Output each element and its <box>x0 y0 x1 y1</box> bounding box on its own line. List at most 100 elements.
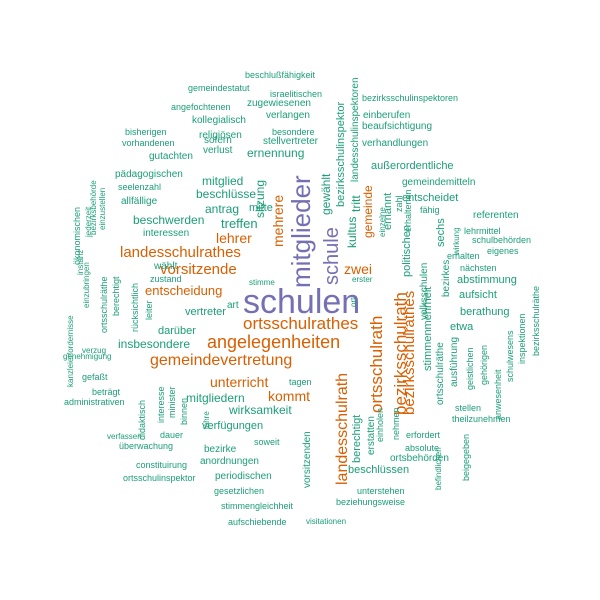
cloud-word: bezirke <box>204 444 237 455</box>
cloud-word: einzelne <box>378 207 387 237</box>
cloud-word: beschlußfähigkeit <box>245 70 316 80</box>
cloud-word: politischen <box>401 225 413 277</box>
cloud-word: tagen <box>289 377 312 387</box>
cloud-word: mitgliedern <box>186 391 245 405</box>
cloud-word: landesschulinspektoren <box>350 77 361 182</box>
cloud-word: stellvertreter <box>263 136 319 147</box>
cloud-word: anordnungen <box>200 456 259 467</box>
cloud-word: mitte <box>249 202 273 214</box>
cloud-word: visitationen <box>306 517 347 526</box>
cloud-word: ortsschulinspektor <box>123 473 196 483</box>
cloud-word: gemeindevertretung <box>150 352 293 369</box>
cloud-word: dauer <box>160 430 184 440</box>
cloud-word: einberufen <box>363 110 411 121</box>
cloud-word: kommt <box>268 388 310 404</box>
cloud-word: kultus <box>345 216 359 248</box>
cloud-word: art <box>227 300 239 311</box>
cloud-word: schulen <box>243 283 361 321</box>
cloud-word: gemeindestatut <box>188 83 250 93</box>
cloud-word: soweit <box>254 437 280 447</box>
cloud-word: bezirksschulinspektoren <box>362 93 459 103</box>
cloud-word: binnen <box>179 397 189 425</box>
cloud-word: sofern <box>204 135 232 146</box>
cloud-word: eigenes <box>487 246 519 256</box>
cloud-word: leiter <box>144 300 154 320</box>
cloud-word: aufsicht <box>459 289 497 301</box>
cloud-word: beschwerden <box>133 213 205 227</box>
cloud-word: schulwesens <box>505 330 515 382</box>
cloud-word: etwa <box>450 321 474 333</box>
cloud-word: beschlüsse <box>196 187 257 201</box>
cloud-word: administrativen <box>64 397 125 407</box>
cloud-word: antrag <box>205 202 240 216</box>
cloud-word: beigegeben <box>461 433 471 481</box>
cloud-word: bisherigen <box>125 127 167 137</box>
cloud-word: besondere <box>272 127 315 137</box>
cloud-word: berechtigt <box>351 414 363 463</box>
cloud-word: stimme <box>249 278 275 287</box>
cloud-word: stimmengleichheit <box>221 501 294 511</box>
cloud-word: gemeinde <box>361 185 375 238</box>
cloud-word: angefochtenen <box>171 102 231 112</box>
cloud-word: jahre <box>202 411 211 429</box>
cloud-word: pädagogischen <box>115 169 183 180</box>
cloud-word: geistlichen <box>465 347 475 390</box>
cloud-word: stimmenmehrheit <box>422 286 434 371</box>
cloud-word: unterricht <box>210 374 269 390</box>
cloud-word: erhalten <box>447 251 480 261</box>
cloud-word: constituirung <box>136 460 188 470</box>
cloud-word: ortsschulrath <box>367 315 386 413</box>
cloud-word: beschlüssen <box>348 464 410 476</box>
cloud-word: bezirksschulräthe <box>531 285 541 356</box>
cloud-word: beaufsichtigung <box>362 121 433 132</box>
cloud-word: didaktisch <box>137 399 147 440</box>
cloud-word: zustand <box>150 274 182 284</box>
cloud-word: wirkung <box>452 227 461 255</box>
cloud-word: rücksichtlich <box>130 282 140 332</box>
cloud-word: erster <box>352 275 373 284</box>
cloud-word: beziehungsweise <box>336 497 406 507</box>
cloud-word: vorsitzenden <box>302 431 313 488</box>
cloud-word: anwesenheit <box>493 369 503 420</box>
cloud-word: schulbehörden <box>472 235 532 245</box>
cloud-word: religiösen <box>199 130 242 141</box>
cloud-word: schule <box>321 227 343 285</box>
cloud-word: verfassen <box>107 432 142 441</box>
cloud-word: bezirksschulrathes <box>401 290 418 415</box>
cloud-word: interesse <box>156 386 166 423</box>
cloud-word: bezirksschulinspektor <box>335 101 347 207</box>
cloud-word: kollegialisch <box>192 115 246 126</box>
cloud-word: berathung <box>460 306 510 318</box>
cloud-word: genehmigung <box>63 352 112 361</box>
cloud-word: abstimmung <box>457 274 517 286</box>
cloud-word: aufschiebende <box>228 517 287 527</box>
cloud-word: ortsbehörden <box>390 453 449 464</box>
cloud-word: zahl <box>394 195 404 212</box>
cloud-word: ortsschulrathes <box>243 314 359 333</box>
cloud-word: nächsten <box>460 263 497 273</box>
cloud-word: ortsschulräthe <box>99 276 109 333</box>
cloud-word: verhandlungen <box>362 138 429 149</box>
cloud-word: vorhandenen <box>122 138 175 148</box>
cloud-word: instanz <box>76 249 85 275</box>
cloud-word: inspektionen <box>517 313 527 364</box>
cloud-word: verlangen <box>266 110 310 121</box>
cloud-word: einholen <box>375 407 385 442</box>
cloud-word: lehrmittel <box>464 226 501 236</box>
cloud-word: unterstehen <box>357 486 405 496</box>
cloud-word: bezirkes <box>441 259 452 297</box>
cloud-word: jederzeit <box>84 206 93 237</box>
cloud-word: außerordentliche <box>371 160 454 172</box>
cloud-word: interessen <box>143 228 190 239</box>
cloud-word: mitglieder <box>286 175 316 288</box>
cloud-word: ausführung <box>449 336 460 387</box>
cloud-word: verzug <box>82 346 107 355</box>
cloud-word: landesschulrathes <box>120 244 241 261</box>
cloud-word: ernennung <box>247 146 305 160</box>
cloud-word: lehrer <box>216 230 252 246</box>
cloud-word: absolute <box>405 443 440 453</box>
cloud-word: minister <box>167 386 177 418</box>
cloud-word: wirksamkeit <box>229 403 292 417</box>
cloud-word: gefaßt <box>82 372 108 382</box>
cloud-word: vorsitzende <box>160 261 237 278</box>
